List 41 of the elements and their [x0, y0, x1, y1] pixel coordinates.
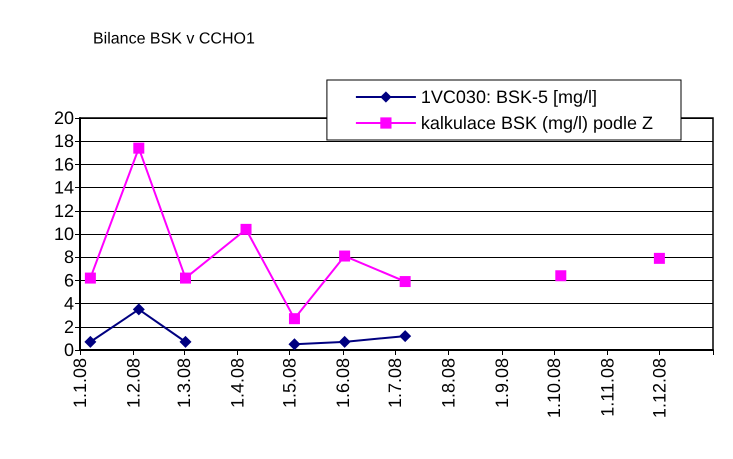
point [399, 330, 412, 342]
x-tick-label: 1.3.08 [174, 358, 194, 408]
x-tick-label: 1.12.08 [649, 358, 670, 418]
x-tick-label: 1.4.08 [227, 358, 248, 408]
y-tick-label: 6 [64, 270, 74, 290]
x-tick-label: 1.9.08 [492, 358, 512, 408]
x-tick-label: 1.11.08 [598, 358, 618, 417]
point [180, 272, 191, 284]
y-tick-label: 20 [54, 108, 74, 128]
x-tick-label: 1.7.08 [384, 358, 405, 408]
point [654, 252, 665, 264]
chart-title: Bilance BSK v CCHO1 [93, 30, 255, 48]
y-tick-label: 10 [54, 224, 74, 244]
y-tick-label: 4 [64, 294, 74, 314]
x-tick-label: 1.5.08 [279, 358, 300, 408]
point [400, 276, 411, 288]
y-tick-label: 16 [54, 154, 74, 174]
point [180, 336, 192, 348]
y-tick-label: 8 [64, 247, 74, 268]
x-tick-label: 1.8.08 [438, 358, 458, 408]
y-tick-label: 12 [54, 200, 74, 221]
x-tick-label: 1.1.08 [70, 358, 90, 408]
y-tick-label: 2 [64, 316, 74, 337]
point [288, 313, 300, 324]
point [288, 338, 300, 350]
point [133, 142, 144, 154]
y-tick-label: 18 [54, 131, 74, 152]
point [84, 336, 96, 348]
x-tick-label: 1.10.08 [544, 358, 564, 418]
point [240, 224, 252, 235]
y-tick-label: 14 [54, 178, 74, 198]
x-tick-label: 1.6.08 [332, 358, 353, 408]
point [84, 272, 96, 284]
legend-label: kalkulace BSK (mg/l) podle Z [420, 113, 654, 133]
legend-label: 1VC030: BSK-5 [mg/l] [420, 87, 597, 107]
point [555, 270, 566, 282]
point [338, 336, 351, 348]
point [132, 303, 145, 316]
point [339, 250, 350, 262]
x-tick-label: 1.2.08 [124, 358, 144, 408]
y-tick-label: 0 [64, 340, 74, 360]
